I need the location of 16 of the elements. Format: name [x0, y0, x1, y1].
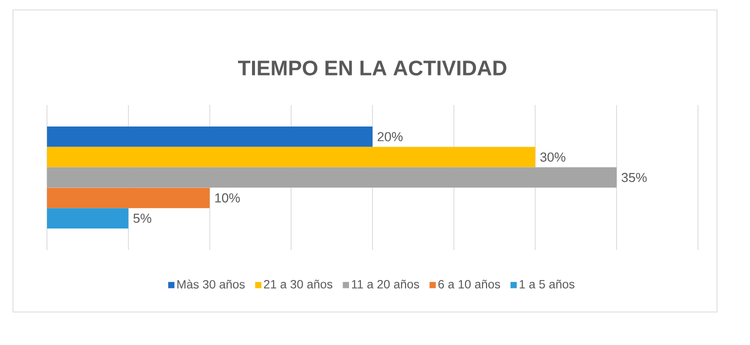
- bar: [47, 208, 128, 228]
- data-label: 30%: [540, 152, 566, 162]
- data-label: 35%: [622, 172, 647, 182]
- bar: [47, 167, 617, 188]
- bar: [47, 126, 372, 147]
- bar: [47, 188, 210, 208]
- legend-label: 21 a 30 años: [264, 280, 332, 288]
- legend-label: 1 a 5 años: [520, 280, 574, 288]
- legend-label: 11 a 20 años: [352, 280, 420, 288]
- bar: [47, 146, 536, 168]
- chart-title: TIEMPO EN LA ACTIVIDAD: [238, 60, 506, 76]
- legend-label: Màs 30 años: [177, 280, 245, 289]
- data-label: 10%: [215, 193, 240, 202]
- data-label: 20%: [378, 132, 403, 142]
- data-label: 5%: [133, 214, 152, 223]
- legend-label: 6 a 10 años: [438, 280, 500, 288]
